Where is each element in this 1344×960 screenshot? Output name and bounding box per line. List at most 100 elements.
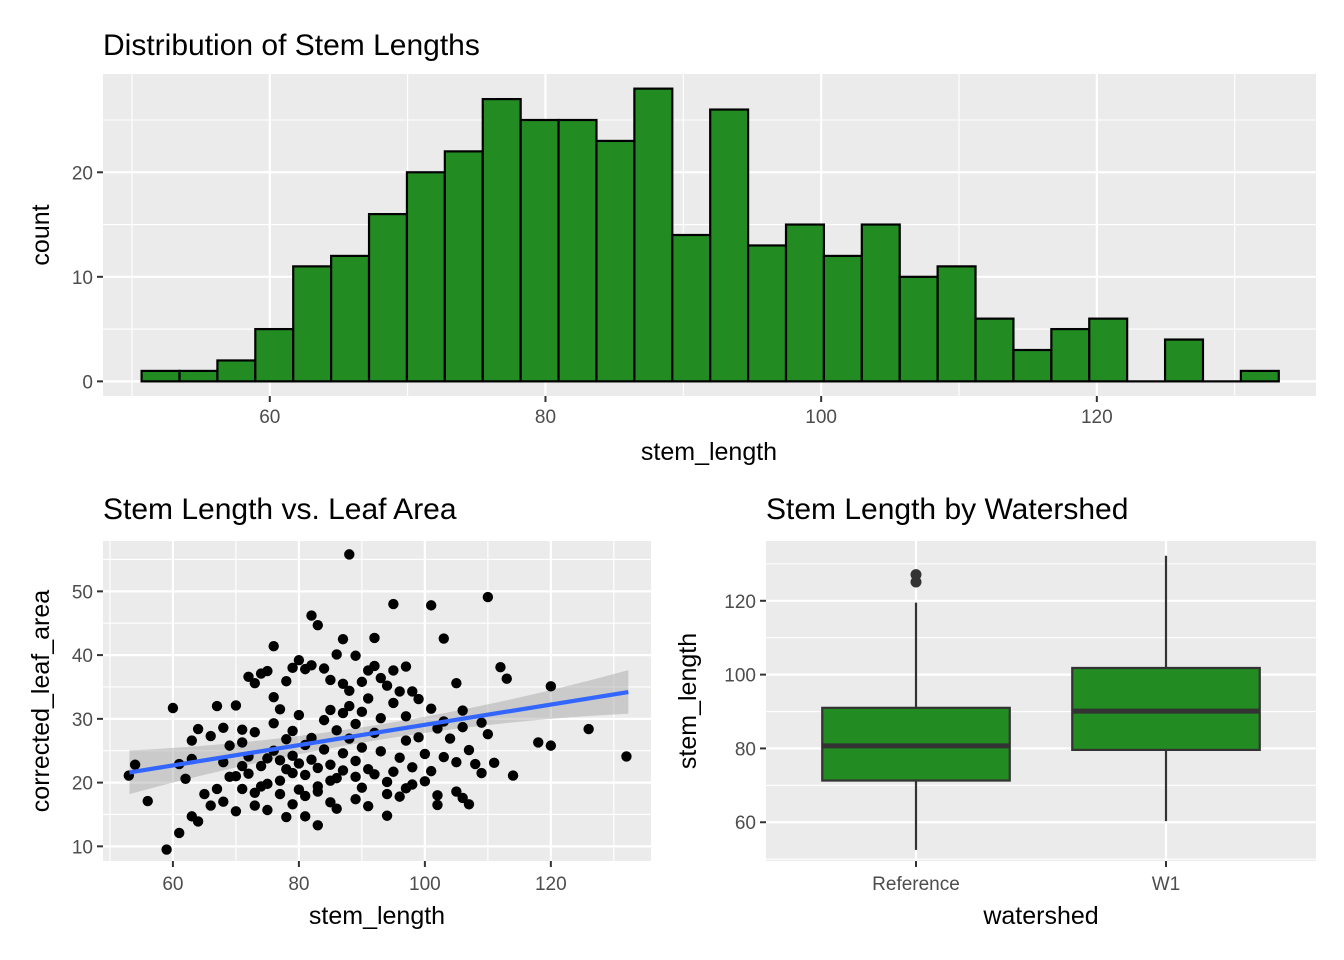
scatter-point: [337, 678, 349, 689]
scatter-point: [356, 676, 368, 688]
scatter-point: [375, 672, 386, 684]
scatter-point: [268, 691, 279, 703]
scatter-point: [180, 773, 191, 784]
scatter-point: [224, 740, 235, 751]
scatter-point: [243, 768, 254, 779]
trend-line: [129, 690, 629, 775]
histogram-bar: [1012, 348, 1053, 383]
scatter-point: [142, 795, 153, 807]
scatter-point: [199, 788, 210, 800]
scatter-point: [621, 751, 632, 762]
scatter-y-tick-label: 40: [72, 646, 93, 667]
scatter-point: [237, 737, 248, 748]
scatter-point: [425, 703, 437, 714]
scatter-point: [545, 740, 557, 751]
scatter-point: [400, 661, 412, 672]
scatter-point: [470, 758, 481, 770]
scatter-point: [407, 686, 418, 697]
scatter-point: [350, 771, 361, 783]
histogram-bar: [974, 317, 1015, 383]
scatter-point: [287, 662, 298, 674]
scatter-point: [369, 769, 380, 780]
scatter-point: [306, 660, 317, 671]
scatter-point: [413, 693, 424, 705]
scatter-point: [331, 803, 342, 814]
histogram-bar: [140, 369, 181, 383]
scatter-x-tick-label: 120: [535, 874, 567, 895]
scatter-chart: Stem Length vs. Leaf Area 60 80 100 120 10 2…: [27, 493, 651, 930]
scatter-point: [451, 677, 462, 689]
scatter-point: [318, 714, 330, 726]
scatter-point: [337, 748, 349, 759]
scatter-point: [205, 800, 216, 811]
boxplot-y-axis: 60 80 100 120: [724, 592, 766, 834]
scatter-point: [237, 760, 248, 772]
scatter-point: [281, 676, 292, 687]
scatter-point: [325, 775, 336, 786]
scatter-point: [249, 800, 261, 811]
scatter-point: [425, 600, 437, 611]
scatter-point: [463, 744, 475, 756]
histogram-bar: [860, 223, 901, 383]
histogram-chart: Distribution of Stem Lengths 60 80 100 120 …: [27, 29, 1316, 466]
scatter-point: [394, 686, 405, 697]
scatter-point: [583, 723, 594, 735]
scatter-point: [381, 776, 393, 788]
box-outlier: [910, 569, 922, 581]
histogram-y-tick-label: 20: [72, 163, 93, 184]
scatter-point: [432, 799, 443, 811]
histogram-title: Distribution of Stem Lengths: [103, 29, 480, 62]
scatter-point: [501, 673, 512, 684]
scatter-point: [287, 767, 298, 779]
scatter-point: [545, 681, 557, 692]
scatter-point: [394, 791, 405, 802]
scatter-point: [432, 790, 443, 801]
scatter-point: [482, 591, 494, 603]
boxplot-x-axis: Reference W1: [872, 861, 1180, 895]
scatter-y-tick-label: 30: [72, 710, 93, 731]
scatter-point: [482, 728, 494, 740]
scatter-point: [312, 619, 323, 631]
scatter-point: [268, 640, 279, 652]
scatter-point: [495, 662, 506, 673]
histogram-bar: [443, 150, 484, 383]
scatter-point: [249, 727, 261, 738]
scatter-point: [451, 786, 462, 797]
scatter-point: [476, 717, 487, 728]
scatter-point: [237, 783, 248, 795]
scatter-point: [161, 844, 172, 855]
histogram-bar: [936, 265, 977, 383]
scatter-point: [388, 665, 399, 676]
boxplot-y-tick-label: 120: [724, 592, 756, 613]
scatter-point: [451, 756, 462, 768]
scatter-panel: [103, 541, 651, 861]
scatter-point: [174, 827, 185, 839]
scatter-point: [381, 680, 393, 691]
scatter-point: [293, 784, 305, 795]
scatter-point: [381, 810, 393, 821]
boxplot-y-axis-title: stem_length: [674, 633, 702, 769]
scatter-point: [344, 700, 355, 712]
scatter-point: [287, 725, 298, 737]
boxplot-y-tick-label: 100: [724, 666, 756, 687]
scatter-point: [211, 700, 223, 712]
scatter-point: [274, 704, 286, 715]
boxplot-x-axis-title: watershed: [982, 902, 1098, 930]
scatter-point: [388, 697, 399, 709]
boxplot-y-tick-label: 60: [735, 813, 756, 834]
scatter-point: [230, 806, 242, 817]
histogram-bar: [1050, 327, 1091, 383]
boxplot-x-tick-label: Reference: [872, 874, 960, 895]
histogram-bar: [481, 97, 522, 383]
scatter-point: [362, 800, 374, 812]
scatter-point: [186, 735, 198, 746]
scatter-point: [407, 779, 418, 790]
scatter-point: [281, 811, 292, 823]
boxplot-boxes: [821, 555, 1261, 850]
scatter-point: [129, 759, 141, 770]
scatter-point: [388, 766, 399, 777]
histogram-bar: [405, 171, 446, 383]
scatter-point: [249, 677, 261, 689]
scatter-y-axis: 10 20 30 40 50: [72, 582, 103, 858]
